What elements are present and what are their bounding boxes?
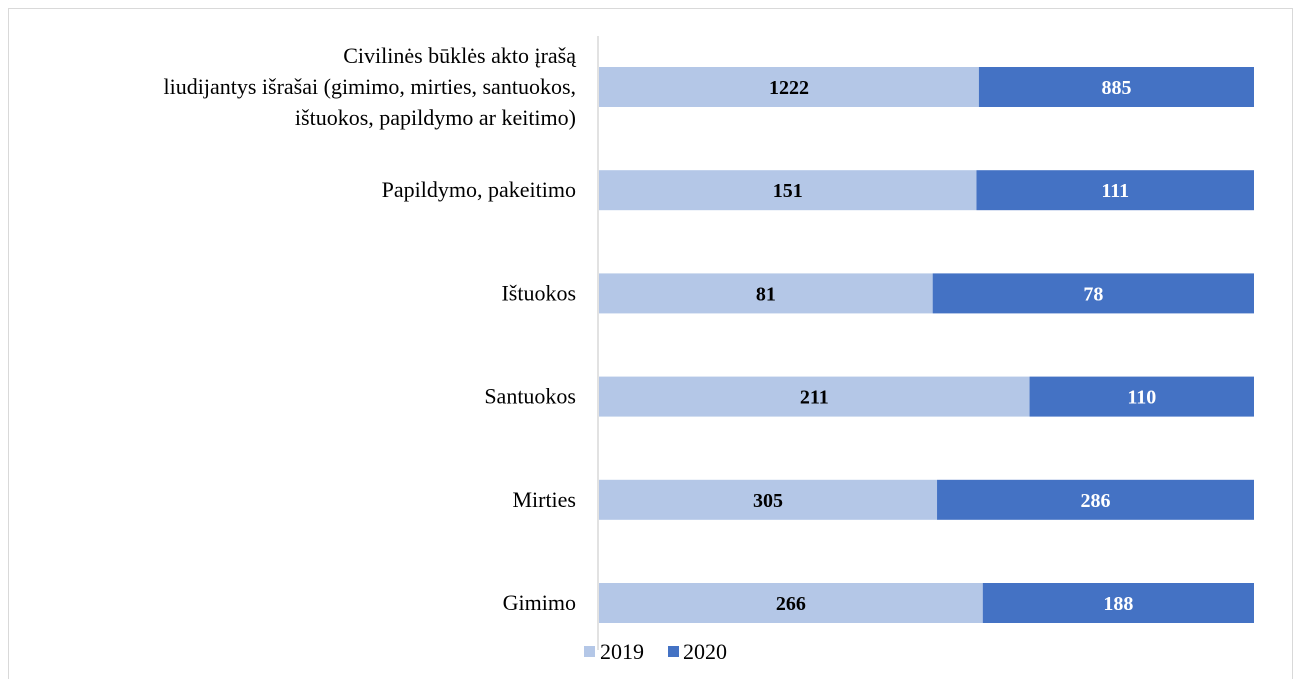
- data-label-2019-1: 151: [773, 180, 803, 202]
- data-label-2019-5: 266: [776, 593, 806, 615]
- category-label-4: Mirties: [512, 487, 576, 512]
- legend-swatch-2019: [584, 646, 595, 657]
- bars-layer: 1222 885 151 111 81 78 211 110 305 286 266 188: [599, 67, 1254, 623]
- data-label-2020-0: 885: [1101, 77, 1131, 99]
- data-label-2020-1: 111: [1101, 180, 1129, 202]
- category-label-line: liudijantys išrašai (gimimo, mirties, sa…: [164, 74, 576, 99]
- data-label-2020-3: 110: [1127, 387, 1156, 409]
- category-label-line: Civilinės būklės akto įrašą: [343, 43, 576, 68]
- legend: 2019 2020: [584, 639, 727, 664]
- bar-2019-0: [599, 67, 979, 107]
- bar-2020-0: [978, 67, 1254, 107]
- legend-item-2020: 2020: [668, 639, 727, 664]
- category-label-line: Papildymo, pakeitimo: [382, 177, 576, 202]
- bar-2019-3: [599, 376, 1030, 417]
- bar-2020-1: [976, 170, 1254, 211]
- category-label-1: Papildymo, pakeitimo: [382, 177, 576, 202]
- legend-label-2019: 2019: [600, 639, 644, 664]
- bar-2019-2: [599, 273, 933, 314]
- data-label-2019-2: 81: [756, 283, 776, 305]
- category-label-line: Ištuokos: [501, 280, 576, 305]
- legend-item-2019: 2019: [584, 639, 644, 664]
- data-label-2019-0: 1222: [769, 77, 809, 99]
- bar-2020-2: [932, 273, 1254, 314]
- bar-2019-1: [599, 170, 977, 211]
- data-label-2020-5: 188: [1103, 593, 1133, 615]
- data-label-2020-2: 78: [1083, 283, 1103, 305]
- bar-2019-5: [599, 583, 983, 623]
- category-labels: Civilinės būklės akto įrašą liudijantys i…: [164, 43, 577, 615]
- bar-2020-3: [1029, 376, 1254, 417]
- category-label-line: Gimimo: [503, 590, 576, 615]
- data-label-2019-4: 305: [753, 490, 783, 512]
- category-label-line: ištuokos, papildymo ar keitimo): [295, 105, 576, 130]
- data-label-2020-4: 286: [1081, 490, 1111, 512]
- category-label-line: Santuokos: [484, 384, 576, 409]
- legend-swatch-2020: [668, 646, 679, 657]
- category-label-3: Santuokos: [484, 384, 576, 409]
- category-label-0: Civilinės būklės akto įrašą liudijantys i…: [164, 43, 577, 130]
- data-label-2019-3: 211: [800, 387, 829, 409]
- bar-2020-5: [982, 583, 1254, 623]
- chart-frame: [8, 8, 1293, 679]
- bar-2019-4: [599, 479, 938, 520]
- category-label-5: Gimimo: [503, 590, 576, 615]
- legend-label-2020: 2020: [683, 639, 727, 664]
- category-label-line: Mirties: [512, 487, 576, 512]
- category-label-2: Ištuokos: [501, 280, 576, 305]
- bar-2020-4: [937, 479, 1254, 520]
